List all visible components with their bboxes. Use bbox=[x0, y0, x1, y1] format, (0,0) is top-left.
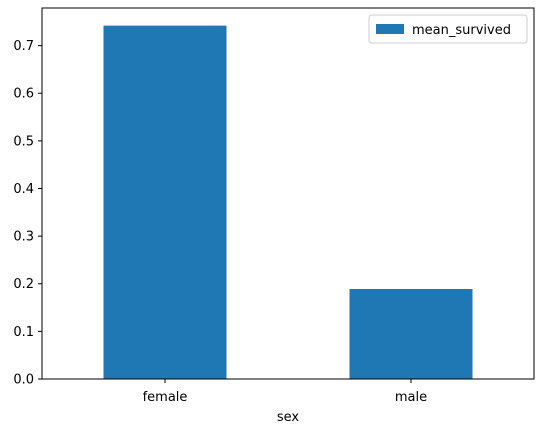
bar-female bbox=[103, 25, 227, 380]
plot-frame bbox=[41, 7, 535, 380]
x-axis-ticks: female male bbox=[143, 379, 427, 405]
y-tick-label: 0.7 bbox=[13, 39, 34, 54]
legend-swatch bbox=[376, 24, 404, 34]
legend: mean_survived bbox=[368, 14, 528, 44]
y-tick-label: 0.6 bbox=[13, 87, 34, 102]
y-tick-label: 0.5 bbox=[13, 134, 34, 149]
x-tick-label: female bbox=[143, 390, 188, 405]
legend-box bbox=[368, 14, 528, 44]
y-tick-label: 0.4 bbox=[13, 182, 34, 197]
y-axis-ticks: 0.0 0.1 0.2 0.3 0.4 0.5 0.6 0.7 bbox=[13, 39, 42, 388]
legend-label: mean_survived bbox=[412, 23, 511, 38]
x-axis-label: sex bbox=[277, 410, 300, 425]
x-tick-label: male bbox=[395, 390, 427, 405]
y-tick-label: 0.0 bbox=[13, 373, 34, 388]
bar-male bbox=[349, 288, 473, 379]
y-tick-label: 0.3 bbox=[13, 230, 34, 245]
bars-group bbox=[103, 25, 473, 380]
y-tick-label: 0.2 bbox=[13, 277, 34, 292]
y-tick-label: 0.1 bbox=[13, 325, 34, 340]
